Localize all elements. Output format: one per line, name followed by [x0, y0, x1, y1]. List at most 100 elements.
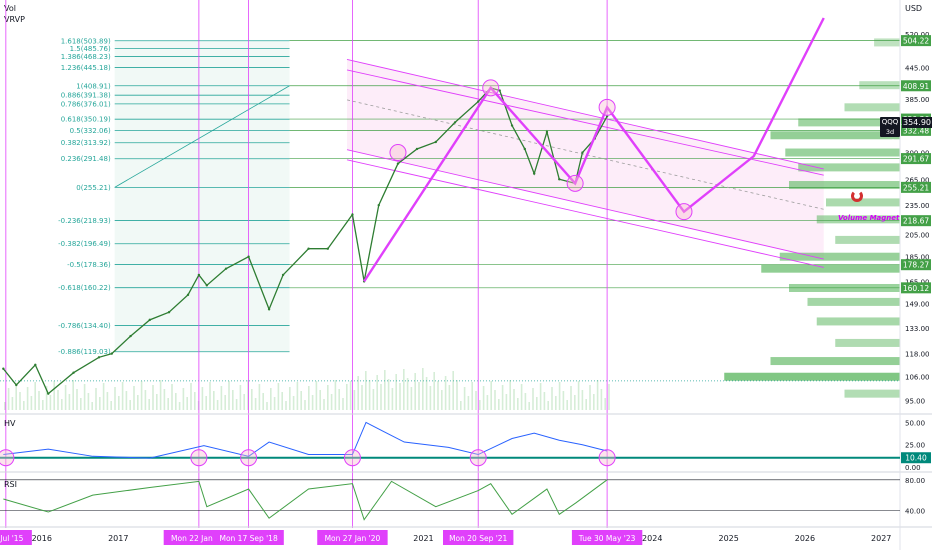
price-badge — [901, 80, 931, 92]
channel-line — [346, 149, 824, 260]
y-tick-label: 149.00 — [905, 300, 930, 308]
volume-bar — [296, 382, 299, 410]
volume-profile-bar — [761, 264, 900, 273]
volume-bar — [376, 375, 378, 410]
event-date-tag — [317, 530, 388, 545]
volume-bar — [285, 401, 287, 410]
hv-tick-label: 50.00 — [905, 419, 925, 427]
price-badge — [901, 153, 931, 165]
volume-bar — [509, 380, 511, 410]
y-tick-label: 133.00 — [905, 325, 930, 333]
hv-event-marker — [240, 449, 258, 467]
volume-bar — [589, 385, 591, 410]
volume-bar — [178, 402, 181, 410]
volume-bar — [395, 374, 397, 410]
volume-bar — [106, 392, 109, 410]
volume-bar — [460, 401, 462, 410]
volume-bar — [209, 382, 211, 410]
volume-bar — [391, 388, 394, 410]
fib-level-label: -0.886(119.03) — [58, 348, 111, 356]
volume-bar — [220, 386, 223, 410]
volume-bar — [410, 387, 413, 410]
price-point — [247, 255, 250, 258]
price-badge — [901, 215, 931, 227]
event-date-label: Tue 30 May '23 — [578, 534, 636, 543]
price-badge-label: 178.27 — [903, 261, 929, 270]
volume-bar — [361, 385, 363, 410]
x-tick-label: 2024 — [642, 534, 662, 543]
volume-bar — [38, 391, 40, 410]
price-point — [72, 371, 75, 374]
fib-level-label: 1(408.91) — [76, 82, 111, 90]
volume-bar — [182, 388, 185, 410]
price-point — [453, 121, 457, 124]
volume-bar — [452, 371, 454, 410]
volume-profile-bar — [816, 317, 900, 326]
channel-line — [346, 159, 824, 268]
volume-bar — [110, 401, 112, 410]
volume-bar — [574, 395, 576, 410]
price-point — [15, 383, 18, 387]
price-point — [523, 147, 526, 151]
price-point — [477, 100, 480, 103]
volume-bar — [213, 391, 215, 410]
ticker-countdown: 3d 17h — [883, 128, 897, 146]
hv-tick-label: 25.00 — [905, 442, 925, 450]
volume-bar — [15, 383, 17, 410]
pivot-marker — [598, 98, 616, 116]
volume-bar — [53, 381, 55, 410]
hv-event-marker — [0, 449, 15, 467]
volume-bar — [596, 380, 599, 410]
volume-bar — [300, 391, 302, 410]
volume-profile-bar — [835, 235, 900, 244]
fib-level-label: 0.236(291.48) — [61, 155, 111, 163]
volume-bar — [330, 394, 333, 410]
event-date-tag — [443, 530, 514, 545]
volume-bar — [566, 400, 568, 410]
fib-level-label: 0.5(332.06) — [70, 127, 111, 135]
price-point — [558, 178, 561, 181]
fib-level-label: 0.786(376.01) — [61, 100, 111, 108]
price-point — [581, 151, 584, 154]
hv-badge-label: 10.40 — [905, 454, 927, 463]
volume-bar — [551, 387, 553, 410]
volume-bar — [501, 385, 504, 410]
volume-bar — [479, 400, 481, 410]
price-point — [434, 140, 437, 144]
y-tick-label: 205.00 — [905, 232, 930, 240]
hv-title: HV — [4, 419, 16, 428]
volume-profile-bar — [789, 181, 900, 190]
price-badge-label: 332.48 — [903, 126, 929, 135]
volume-bar — [593, 394, 595, 410]
volume-bar — [262, 393, 264, 410]
fib-zone — [114, 40, 290, 352]
volume-bar — [118, 396, 120, 410]
volume-bar — [304, 400, 306, 410]
volume-profile-bar — [807, 297, 900, 306]
volume-bar — [486, 395, 489, 410]
volume-bar — [368, 380, 371, 410]
volume-bar — [216, 400, 219, 410]
volume-bar — [444, 376, 447, 410]
volume-bar — [201, 387, 204, 410]
volume-profile-bar — [844, 389, 900, 398]
volume-magnet-label: Volume Magnet — [838, 214, 900, 222]
volume-bar — [387, 379, 390, 410]
price-point — [97, 356, 101, 359]
price-point — [34, 363, 37, 367]
event-date-tag — [213, 530, 284, 545]
volume-bar — [125, 391, 128, 410]
price-point — [498, 89, 501, 92]
volume-bar — [334, 380, 337, 410]
hv-event-marker — [343, 449, 361, 467]
rsi-line — [3, 479, 608, 521]
volume-bar — [42, 400, 44, 410]
price-badge — [901, 282, 931, 294]
price-point — [148, 318, 151, 322]
y-tick-label: 520.00 — [905, 31, 930, 39]
y-tick-label: 235.00 — [905, 202, 930, 210]
channel-line — [346, 59, 824, 170]
price-badge-label: 291.67 — [903, 155, 929, 164]
volume-bar — [137, 395, 139, 410]
